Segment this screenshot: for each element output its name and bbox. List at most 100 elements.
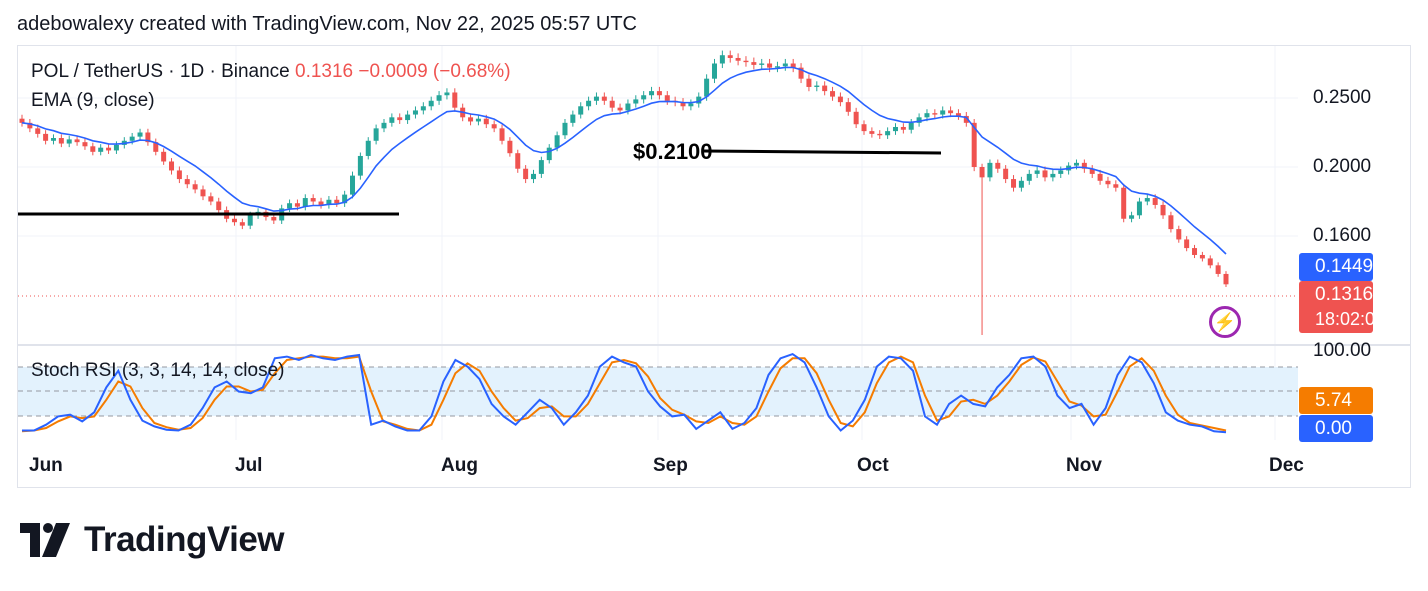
stoch-legend[interactable]: Stoch RSI (3, 3, 14, 14, close) (31, 360, 285, 381)
candle-body (475, 118, 481, 122)
candle-body (287, 203, 293, 209)
last-price-badge: 0.1316 18:02:04 (1299, 281, 1385, 333)
candle-body (145, 132, 151, 143)
candle-body (531, 173, 537, 180)
candle-body (90, 146, 96, 152)
symbol-legend[interactable]: POL / TetherUS · 1D · Binance 0.1316 −0.… (31, 61, 511, 83)
candle-body (1215, 265, 1221, 274)
tradingview-logo-icon (20, 523, 70, 557)
price-tick-0.20: 0.2000 (1313, 156, 1372, 177)
candle-body (452, 92, 458, 108)
candle-body (428, 100, 434, 107)
legend-change: −0.0009 (−0.68%) (358, 61, 511, 82)
candle-body (727, 55, 733, 58)
stoch-k-line (22, 352, 1227, 434)
candle-body (412, 110, 418, 115)
candle-body (743, 60, 749, 63)
time-label-jun: Jun (29, 455, 63, 476)
candle-body (350, 175, 356, 195)
candle-body (192, 184, 198, 190)
candle-body (1018, 180, 1024, 188)
candle-body (664, 95, 670, 101)
attribution-text: adebowalexy created with TradingView.com… (17, 13, 637, 35)
candle-body (294, 203, 300, 207)
candle-body (1089, 168, 1095, 174)
chart-frame[interactable] (17, 45, 1411, 488)
candle-body (1050, 173, 1056, 178)
candle-body (538, 160, 544, 174)
candle-body (971, 122, 977, 167)
candle-body (830, 91, 836, 97)
candle-body (1184, 239, 1190, 249)
candle-body (814, 85, 820, 87)
ema-legend[interactable]: EMA (9, close) (31, 90, 155, 111)
candle-body (633, 99, 639, 104)
resistance-label[interactable]: $0.2100 (633, 139, 713, 164)
candle-body (688, 103, 694, 107)
candle-body (1097, 173, 1103, 181)
candle-body (318, 201, 324, 205)
candle-body (751, 62, 757, 65)
candle-body (1011, 179, 1017, 188)
candle-body (373, 128, 379, 141)
candle-body (916, 117, 922, 123)
candle-body (208, 196, 214, 202)
candle-body (231, 218, 237, 223)
resistance-line[interactable] (703, 149, 942, 155)
time-label-oct: Oct (857, 455, 889, 476)
candle-body (900, 126, 906, 130)
candle-body (1136, 201, 1142, 216)
candle-body (1129, 215, 1135, 219)
candle-body (625, 103, 631, 111)
candle-body (58, 138, 64, 144)
tradingview-logo[interactable]: TradingView (20, 520, 285, 560)
time-label-nov: Nov (1066, 455, 1102, 476)
candle-body (1113, 184, 1119, 188)
candle-body (499, 128, 505, 141)
candle-body (523, 168, 529, 180)
candle-body (169, 161, 175, 171)
candle-body (176, 170, 182, 180)
candle-body (365, 140, 371, 156)
time-label-aug: Aug (441, 455, 478, 476)
time-label-dec: Dec (1269, 455, 1304, 476)
candle-body (979, 167, 985, 178)
candle-body (798, 67, 804, 79)
symbol-label: POL / TetherUS · 1D · Binance (31, 61, 290, 82)
candle-body (113, 144, 119, 151)
candle-body (759, 63, 765, 65)
candle-body (507, 140, 513, 154)
candle-body (1168, 215, 1174, 230)
candle-body (74, 139, 80, 143)
candle-body (1058, 170, 1064, 174)
candle-body (200, 189, 206, 197)
last-price-value: 0.1316 (1315, 284, 1374, 305)
candle-body (955, 113, 961, 116)
candle-body (27, 122, 33, 129)
candles (19, 50, 1229, 335)
candle-body (1034, 170, 1040, 174)
candle-body (877, 133, 883, 136)
candle-body (719, 55, 725, 64)
candle-body (66, 139, 72, 144)
candle-body (1026, 173, 1032, 181)
candle-body (405, 114, 411, 121)
candle-body (302, 198, 308, 207)
stoch-d-badge: 5.74 (1299, 387, 1373, 414)
candle-body (641, 95, 647, 100)
candle-body (845, 102, 851, 112)
candle-body (593, 96, 599, 101)
legend-price: 0.1316 (295, 61, 354, 82)
candle-body (35, 128, 41, 134)
lightning-icon[interactable]: ⚡ (1209, 306, 1241, 338)
candle-body (1152, 198, 1158, 205)
candle-body (1073, 162, 1079, 166)
candle-body (515, 153, 521, 169)
candle-body (19, 118, 25, 123)
candle-body (1042, 170, 1048, 178)
candle-body (617, 107, 623, 111)
stoch-tick-100: 100.00 (1313, 340, 1372, 361)
stoch-k-badge: 0.00 (1299, 415, 1373, 442)
candle-body (137, 132, 143, 137)
